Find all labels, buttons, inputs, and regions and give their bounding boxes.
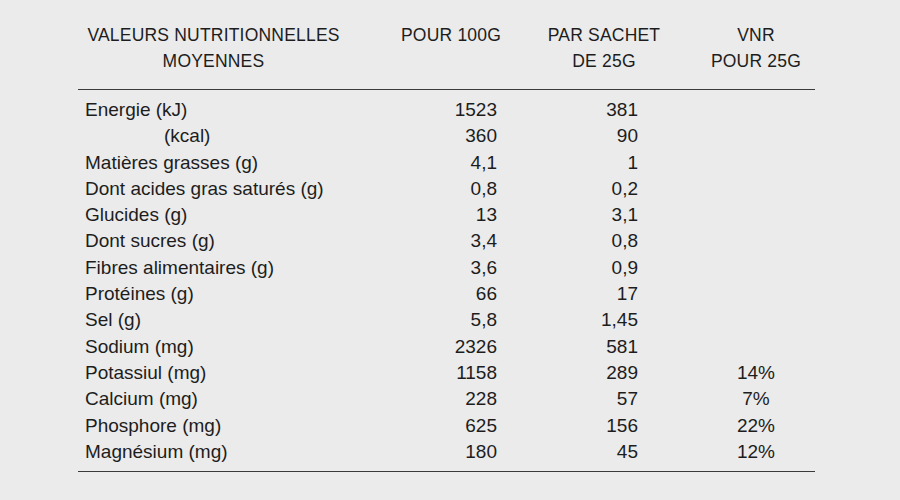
value-per-sachet: 581 <box>511 334 697 360</box>
header-line: MOYENNES <box>78 48 349 74</box>
table-row-proteines: Protéines (g) 66 17 <box>78 281 815 307</box>
value-per-100g: 180 <box>391 439 511 472</box>
value-per-100g: 3,6 <box>391 255 511 281</box>
table-row-sel: Sel (g) 5,8 1,45 <box>78 307 815 333</box>
value-per-100g: 5,8 <box>391 307 511 333</box>
value-vnr <box>697 228 815 254</box>
header-line: PAR SACHET <box>511 22 697 48</box>
value-per-100g: 66 <box>391 281 511 307</box>
value-per-sachet: 0,9 <box>511 255 697 281</box>
value-vnr: 14% <box>697 360 815 386</box>
table-row-sodium: Sodium (mg) 2326 581 <box>78 334 815 360</box>
table-row-acides-gras-satures: Dont acides gras saturés (g) 0,8 0,2 <box>78 176 815 202</box>
value-per-sachet: 45 <box>511 439 697 472</box>
row-label: Fibres alimentaires (g) <box>78 255 391 281</box>
header-line: POUR 25G <box>697 48 815 74</box>
value-per-100g: 228 <box>391 386 511 412</box>
row-label: Matières grasses (g) <box>78 150 391 176</box>
table-row-phosphore: Phosphore (mg) 625 156 22% <box>78 413 815 439</box>
value-per-sachet: 381 <box>511 90 697 124</box>
value-per-sachet: 1 <box>511 150 697 176</box>
value-vnr <box>697 90 815 124</box>
value-per-100g: 2326 <box>391 334 511 360</box>
value-per-sachet: 0,2 <box>511 176 697 202</box>
header-line: POUR 100G <box>391 22 511 48</box>
table-row-potassium: Potassiul (mg) 1158 289 14% <box>78 360 815 386</box>
value-vnr <box>697 176 815 202</box>
table-row-sucres: Dont sucres (g) 3,4 0,8 <box>78 228 815 254</box>
value-per-sachet: 57 <box>511 386 697 412</box>
table-row-magnesium: Magnésium (mg) 180 45 12% <box>78 439 815 472</box>
row-label: Dont acides gras saturés (g) <box>78 176 391 202</box>
value-vnr: 22% <box>697 413 815 439</box>
table-row-energie-kj: Energie (kJ) 1523 381 <box>78 90 815 124</box>
table-header: VALEURS NUTRITIONNELLES MOYENNES POUR 10… <box>78 22 815 90</box>
header-line: DE 25G <box>511 48 697 74</box>
value-vnr: 12% <box>697 439 815 472</box>
value-per-100g: 1158 <box>391 360 511 386</box>
row-label: Sel (g) <box>78 307 391 333</box>
value-vnr <box>697 150 815 176</box>
value-vnr <box>697 307 815 333</box>
value-vnr <box>697 255 815 281</box>
value-vnr <box>697 334 815 360</box>
header-vnr: VNR POUR 25G <box>697 22 815 90</box>
value-per-sachet: 90 <box>511 123 697 149</box>
value-per-sachet: 289 <box>511 360 697 386</box>
table-row-calcium: Calcium (mg) 228 57 7% <box>78 386 815 412</box>
value-per-100g: 1523 <box>391 90 511 124</box>
row-label: Protéines (g) <box>78 281 391 307</box>
value-per-sachet: 156 <box>511 413 697 439</box>
row-label: Sodium (mg) <box>78 334 391 360</box>
value-per-100g: 360 <box>391 123 511 149</box>
row-label: Energie (kJ) <box>78 90 391 124</box>
value-vnr <box>697 202 815 228</box>
nutrition-table: VALEURS NUTRITIONNELLES MOYENNES POUR 10… <box>78 22 815 472</box>
table-row-energie-kcal: (kcal) 360 90 <box>78 123 815 149</box>
value-per-100g: 13 <box>391 202 511 228</box>
header-row: VALEURS NUTRITIONNELLES MOYENNES POUR 10… <box>78 22 815 90</box>
value-per-100g: 3,4 <box>391 228 511 254</box>
row-label: Dont sucres (g) <box>78 228 391 254</box>
value-per-sachet: 0,8 <box>511 228 697 254</box>
header-line: VALEURS NUTRITIONNELLES <box>78 22 349 48</box>
table-row-glucides: Glucides (g) 13 3,1 <box>78 202 815 228</box>
row-label: (kcal) <box>78 123 391 149</box>
header-per-sachet: PAR SACHET DE 25G <box>511 22 697 90</box>
value-per-100g: 4,1 <box>391 150 511 176</box>
value-per-100g: 0,8 <box>391 176 511 202</box>
value-per-sachet: 3,1 <box>511 202 697 228</box>
value-vnr <box>697 281 815 307</box>
value-vnr <box>697 123 815 149</box>
table-row-matieres-grasses: Matières grasses (g) 4,1 1 <box>78 150 815 176</box>
value-per-sachet: 17 <box>511 281 697 307</box>
header-per-100g: POUR 100G <box>391 22 511 90</box>
row-label: Magnésium (mg) <box>78 439 391 472</box>
table-body: Energie (kJ) 1523 381 (kcal) 360 90 Mati… <box>78 90 815 472</box>
value-per-100g: 625 <box>391 413 511 439</box>
row-label: Phosphore (mg) <box>78 413 391 439</box>
row-label: Calcium (mg) <box>78 386 391 412</box>
header-nutrition-values: VALEURS NUTRITIONNELLES MOYENNES <box>78 22 391 90</box>
row-label: Glucides (g) <box>78 202 391 228</box>
header-line: VNR <box>697 22 815 48</box>
table-row-fibres: Fibres alimentaires (g) 3,6 0,9 <box>78 255 815 281</box>
value-vnr: 7% <box>697 386 815 412</box>
value-per-sachet: 1,45 <box>511 307 697 333</box>
row-label: Potassiul (mg) <box>78 360 391 386</box>
